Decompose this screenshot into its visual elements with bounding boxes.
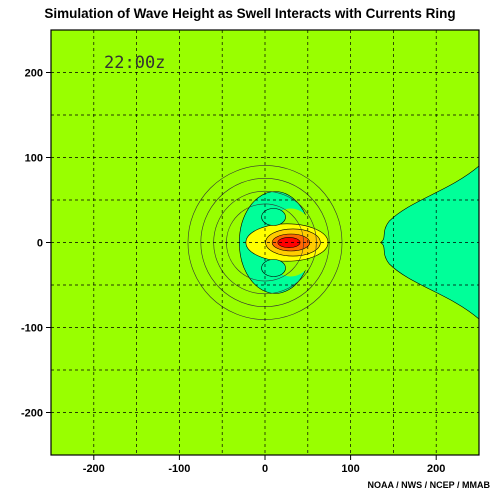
y-tick-label: -200 — [21, 408, 43, 420]
shadow-lobe-2 — [261, 259, 286, 277]
x-tick-label: -200 — [83, 463, 105, 475]
x-tick-label: -100 — [168, 463, 190, 475]
time-label: 22:00z — [104, 53, 165, 73]
focus-peak — [277, 237, 301, 248]
x-tick-label: 0 — [262, 463, 268, 475]
x-tick-label: 100 — [341, 463, 359, 475]
chart-title: Simulation of Wave Height as Swell Inter… — [44, 6, 456, 21]
shadow-lobe-1 — [261, 208, 286, 226]
credit-text: NOAA / NWS / NCEP / MMAB — [367, 480, 490, 490]
x-tick-label: 200 — [427, 463, 445, 475]
y-tick-label: 200 — [25, 68, 43, 80]
y-tick-label: -100 — [21, 323, 43, 335]
y-tick-label: 0 — [37, 238, 43, 250]
y-tick-label: 100 — [25, 153, 43, 165]
